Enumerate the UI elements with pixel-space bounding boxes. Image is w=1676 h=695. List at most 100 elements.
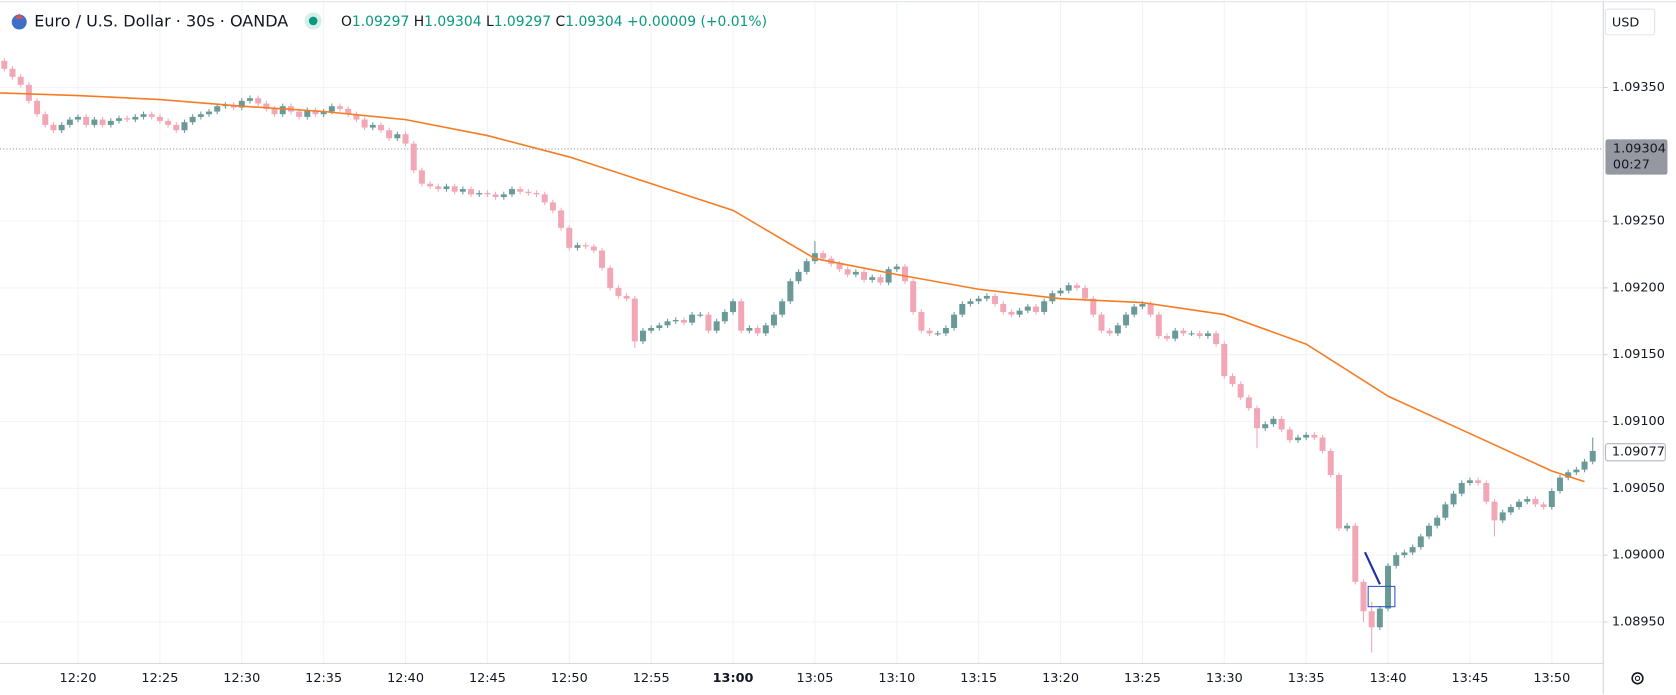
c-label: C bbox=[556, 14, 566, 30]
currency-button[interactable] bbox=[1604, 8, 1656, 36]
candle-body bbox=[697, 314, 704, 316]
candle-body bbox=[1311, 434, 1318, 438]
candle-body bbox=[983, 295, 990, 299]
candle-body bbox=[1491, 501, 1498, 521]
symbol-title[interactable]: Euro / U.S. Dollar · 30s · OANDA bbox=[34, 12, 288, 31]
candle-body bbox=[852, 271, 859, 275]
candle-body bbox=[165, 120, 172, 125]
candle-body bbox=[410, 143, 417, 171]
candle-body bbox=[140, 114, 147, 117]
candle-body bbox=[623, 295, 630, 299]
candle-body bbox=[1573, 469, 1580, 473]
candle-body bbox=[1, 60, 8, 69]
candle-body bbox=[91, 119, 98, 125]
candle-body bbox=[1221, 344, 1228, 377]
candle-body bbox=[1286, 429, 1293, 441]
candle-body bbox=[951, 314, 958, 328]
candle-body bbox=[58, 124, 65, 131]
candle-body bbox=[484, 193, 491, 195]
candle-body bbox=[25, 84, 32, 101]
candle-body bbox=[451, 186, 458, 192]
x-tick-label: 13:10 bbox=[878, 671, 915, 686]
candle-body bbox=[836, 263, 843, 270]
candle-body bbox=[705, 314, 712, 331]
candle-body bbox=[1409, 547, 1416, 553]
settings-icon[interactable] bbox=[1631, 672, 1644, 685]
candle-body bbox=[476, 193, 483, 195]
candle-body bbox=[967, 301, 974, 304]
h-label: H bbox=[414, 14, 424, 30]
candle-body bbox=[1516, 501, 1523, 508]
candle-body bbox=[156, 116, 163, 121]
open: 1.09297 bbox=[352, 14, 409, 30]
candle-body bbox=[75, 116, 82, 120]
candle-body bbox=[427, 183, 434, 187]
candle-body bbox=[754, 327, 761, 334]
candle-body bbox=[1376, 608, 1383, 628]
candle-body bbox=[1008, 311, 1015, 315]
candle-body bbox=[1475, 480, 1482, 483]
change: +0.00009 bbox=[627, 14, 696, 30]
legend: Euro / U.S. Dollar · 30s · OANDA O1.0929… bbox=[11, 12, 767, 31]
candle-body bbox=[1180, 330, 1187, 334]
y-tick-label: 1.09050 bbox=[1612, 481, 1665, 496]
candle-body bbox=[1565, 472, 1572, 478]
market-status-dot bbox=[308, 16, 318, 26]
drawn-rectangle[interactable] bbox=[1367, 585, 1396, 608]
candle-body bbox=[263, 103, 270, 109]
candle-body bbox=[459, 189, 466, 192]
x-tick-label: 12:30 bbox=[223, 671, 260, 686]
candle-body bbox=[148, 114, 155, 117]
candle-body bbox=[386, 130, 393, 139]
last-price-label: 1.09304 bbox=[1613, 141, 1666, 156]
candle-body bbox=[1368, 611, 1375, 628]
candle-body bbox=[934, 333, 941, 335]
candle-body bbox=[1294, 437, 1301, 441]
candle-body bbox=[1114, 325, 1121, 334]
candle-body bbox=[1163, 336, 1170, 339]
candle-body bbox=[34, 100, 41, 115]
candle-body bbox=[320, 111, 327, 115]
candle-body bbox=[1245, 397, 1252, 409]
candle-body bbox=[1303, 434, 1310, 438]
currency[interactable]: USD bbox=[1612, 16, 1640, 31]
candle-body bbox=[197, 114, 204, 117]
candle-body bbox=[517, 189, 524, 192]
candle-body bbox=[795, 271, 802, 282]
candle-body bbox=[1425, 525, 1432, 537]
candle-body bbox=[345, 108, 352, 115]
candle-body bbox=[1016, 310, 1023, 315]
candle-body bbox=[607, 267, 614, 288]
candle-body bbox=[42, 114, 49, 125]
candle-body bbox=[337, 106, 344, 109]
candle-body bbox=[1393, 555, 1400, 566]
candle-body bbox=[246, 98, 253, 101]
candle-body bbox=[1344, 525, 1351, 529]
x-tick-label: 12:25 bbox=[141, 671, 178, 686]
x-tick-label: 13:35 bbox=[1288, 671, 1325, 686]
candle-body bbox=[820, 253, 827, 259]
x-tick-label: 13:50 bbox=[1533, 671, 1570, 686]
candle-body bbox=[566, 227, 573, 248]
candle-body bbox=[1147, 303, 1154, 315]
x-tick-label: 13:45 bbox=[1451, 671, 1488, 686]
candle-body bbox=[279, 106, 286, 115]
candle-body bbox=[66, 119, 73, 125]
candle-body bbox=[1262, 424, 1269, 429]
candle-body bbox=[558, 210, 565, 228]
candle-body bbox=[1385, 565, 1392, 609]
candle-body bbox=[50, 124, 57, 131]
x-tick-label: 12:20 bbox=[60, 671, 97, 686]
candle-body bbox=[1524, 499, 1531, 502]
candle-body bbox=[214, 106, 221, 112]
candle-body bbox=[901, 266, 908, 282]
candle-body bbox=[99, 119, 106, 125]
candle-body bbox=[377, 124, 384, 131]
drawn-line[interactable] bbox=[1363, 551, 1381, 585]
ma-label-box bbox=[1604, 443, 1666, 462]
candle-body bbox=[492, 194, 499, 198]
candle-body bbox=[500, 194, 507, 198]
gear[interactable] bbox=[1631, 672, 1644, 685]
candle-body bbox=[590, 246, 597, 251]
candle-body bbox=[1507, 507, 1514, 513]
